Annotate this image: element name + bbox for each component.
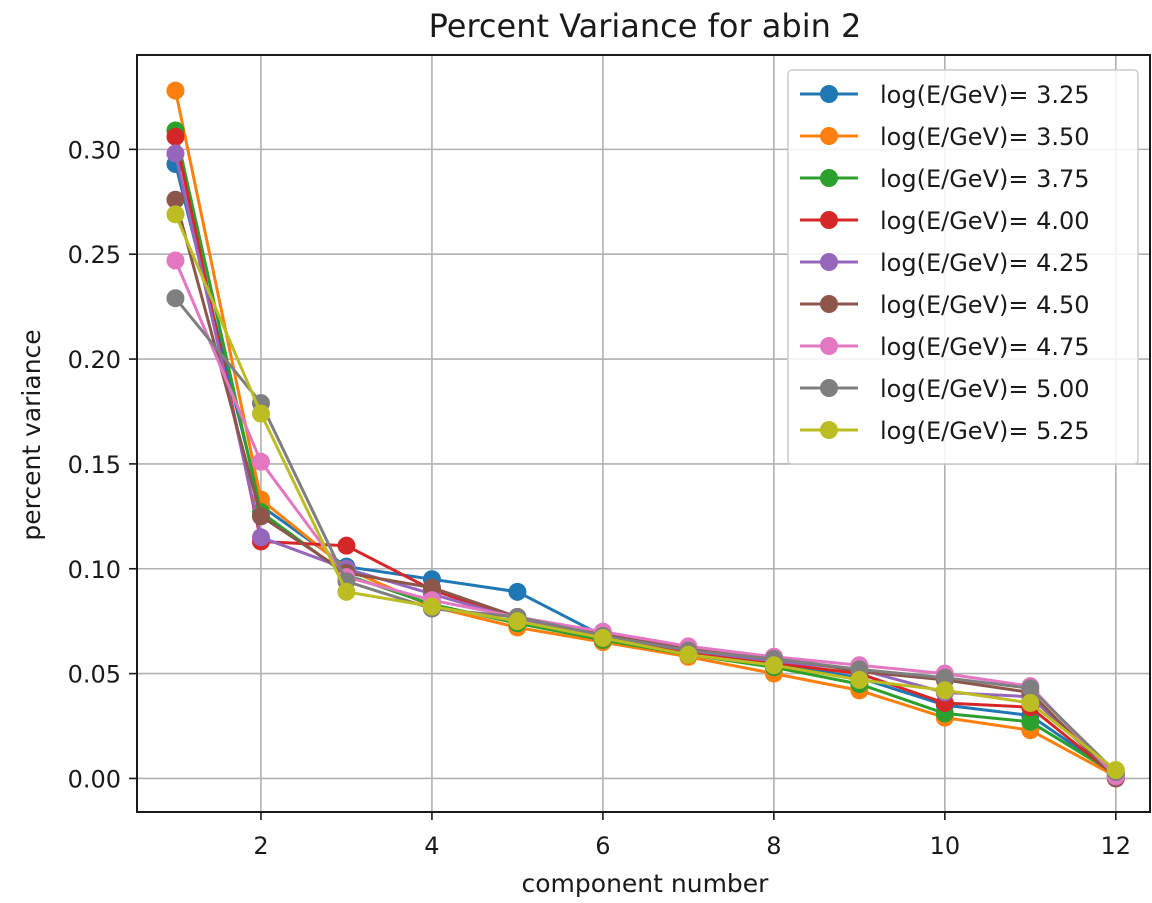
legend-label: log(E/GeV)= 3.50: [880, 123, 1090, 151]
legend-label: log(E/GeV)= 4.00: [880, 207, 1090, 235]
legend-entry: log(E/GeV)= 3.25: [800, 81, 1090, 109]
data-point: [251, 452, 270, 471]
legend-marker: [820, 421, 838, 439]
legend-box: [787, 69, 1139, 465]
data-point: [337, 582, 356, 601]
y-tick-label: 0.00: [68, 765, 121, 793]
legend: log(E/GeV)= 3.25 log(E/GeV)= 3.50 log(E/Ge…: [787, 69, 1139, 465]
series-8: [166, 205, 1125, 780]
data-point: [935, 681, 954, 700]
y-tick-label: 0.20: [68, 346, 121, 374]
x-tick-label: 10: [930, 832, 961, 860]
data-point: [508, 612, 527, 631]
legend-entry: log(E/GeV)= 4.75: [800, 333, 1090, 361]
data-point: [508, 582, 527, 601]
data-point: [166, 81, 185, 100]
legend-label: log(E/GeV)= 3.75: [880, 165, 1090, 193]
legend-marker: [820, 85, 838, 103]
data-point: [422, 578, 441, 597]
legend-label: log(E/GeV)= 5.00: [880, 375, 1090, 403]
data-point: [764, 656, 783, 675]
x-axis-label: component number: [522, 869, 770, 898]
data-point: [850, 670, 869, 689]
legend-label: log(E/GeV)= 4.25: [880, 249, 1090, 277]
series-layer: [166, 81, 1125, 788]
x-tick-label: 12: [1101, 832, 1132, 860]
data-point: [251, 404, 270, 423]
data-point: [251, 507, 270, 526]
legend-label: log(E/GeV)= 4.75: [880, 333, 1090, 361]
data-point: [166, 205, 185, 224]
data-point: [166, 289, 185, 308]
series-line: [174, 259, 1117, 778]
series-line: [174, 213, 1117, 772]
data-point: [1021, 693, 1040, 712]
y-tick-label: 0.25: [68, 241, 121, 269]
legend-marker: [820, 253, 838, 271]
legend-label: log(E/GeV)= 5.25: [880, 417, 1090, 445]
legend-marker: [820, 127, 838, 145]
legend-entry: log(E/GeV)= 4.50: [800, 291, 1090, 319]
data-point: [166, 144, 185, 163]
axis-ticks: 2 4 6 8 10 12 0.00 0.05 0.10 0.15 0.20 0.25 0.30: [68, 136, 1132, 860]
legend-entry: log(E/GeV)= 4.25: [800, 249, 1090, 277]
y-tick-label: 0.15: [68, 451, 121, 479]
x-tick-label: 6: [595, 832, 610, 860]
legend-marker: [820, 169, 838, 187]
y-tick-label: 0.05: [68, 661, 121, 689]
x-tick-label: 4: [424, 832, 439, 860]
legend-entry: log(E/GeV)= 5.25: [800, 417, 1090, 445]
legend-marker: [820, 295, 838, 313]
data-point: [166, 251, 185, 270]
data-point: [166, 190, 185, 209]
legend-marker: [820, 379, 838, 397]
legend-marker: [820, 337, 838, 355]
legend-marker: [820, 211, 838, 229]
y-tick-label: 0.30: [68, 136, 121, 164]
data-point: [251, 528, 270, 547]
data-point: [422, 597, 441, 616]
legend-entry: log(E/GeV)= 3.50: [800, 123, 1090, 151]
data-point: [935, 668, 954, 687]
legend-label: log(E/GeV)= 3.25: [880, 81, 1090, 109]
series-line: [174, 297, 1117, 774]
x-tick-label: 8: [766, 832, 781, 860]
data-point: [1021, 679, 1040, 698]
data-point: [593, 628, 612, 647]
data-point: [679, 645, 698, 664]
data-point: [166, 127, 185, 146]
legend-entry: log(E/GeV)= 5.00: [800, 375, 1090, 403]
legend-entry: log(E/GeV)= 3.75: [800, 165, 1090, 193]
data-point: [1021, 712, 1040, 731]
data-point: [337, 536, 356, 555]
y-axis-label: percent variance: [17, 329, 46, 540]
x-tick-label: 2: [253, 832, 268, 860]
legend-entry: log(E/GeV)= 4.00: [800, 207, 1090, 235]
y-tick-label: 0.10: [68, 556, 121, 584]
chart-title: Percent Variance for abin 2: [429, 7, 862, 45]
plot-frame: [136, 54, 1151, 813]
data-point: [1106, 761, 1125, 780]
legend-label: log(E/GeV)= 4.50: [880, 291, 1090, 319]
